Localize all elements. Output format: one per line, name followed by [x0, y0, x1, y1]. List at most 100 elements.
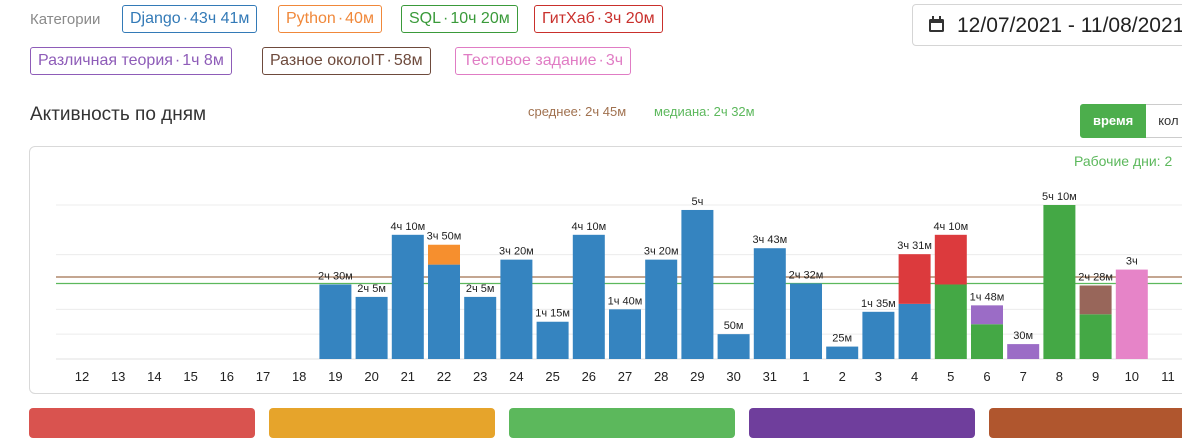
separator-dot: ·: [182, 10, 189, 27]
bar-value-label: 3ч 20м: [499, 246, 534, 258]
bar-value-label: 4ч 10м: [933, 221, 968, 233]
x-tick-label: 8: [1056, 369, 1063, 384]
category-tag[interactable]: SQL · 10ч 20м: [401, 5, 518, 33]
category-tag-name: Python: [286, 10, 336, 27]
bar-segment: [428, 244, 460, 265]
bar-value-label: 25м: [832, 333, 852, 345]
summary-card-red[interactable]: [29, 408, 255, 438]
category-tag-name: SQL: [409, 10, 442, 27]
category-tag-time: 10ч 20м: [450, 10, 510, 27]
separator-dot: ·: [386, 52, 392, 69]
bar-value-label: 5ч 10м: [1042, 191, 1077, 203]
calendar-icon: [929, 16, 944, 32]
activity-chart-container: [29, 146, 1182, 394]
x-tick-label: 25: [545, 369, 559, 384]
category-tag-time: 58м: [393, 52, 423, 69]
bar-value-label: 2ч 5м: [357, 283, 386, 295]
bar-segment: [391, 234, 424, 359]
x-tick-label: 21: [401, 369, 415, 384]
bar-segment: [464, 296, 497, 359]
bar-segment: [862, 311, 895, 359]
bar-segment: [355, 296, 388, 359]
x-tick-label: 31: [763, 369, 777, 384]
x-tick-label: 13: [111, 369, 125, 384]
categories-label: Категории: [30, 11, 101, 28]
bar-segment: [934, 284, 967, 359]
x-tick-label: 10: [1125, 369, 1139, 384]
x-tick-label: 26: [582, 369, 596, 384]
toggle-count-button[interactable]: кол: [1146, 104, 1182, 138]
bar-segment: [681, 209, 714, 359]
bar-segment: [319, 284, 352, 359]
category-tag[interactable]: ГитХаб · 3ч 20м: [534, 5, 663, 33]
x-tick-label: 27: [618, 369, 632, 384]
bar-segment: [934, 234, 967, 285]
bar-segment: [1007, 344, 1040, 359]
summary-card-purple[interactable]: [749, 408, 975, 438]
bar-value-label: 1ч 15м: [535, 308, 570, 320]
category-tag-time: 43ч 41м: [190, 10, 250, 27]
bar-value-label: 3ч: [1126, 256, 1138, 268]
category-tag[interactable]: Тестовое задание · 3ч: [455, 47, 632, 75]
bar-value-label: 4ч 10м: [571, 221, 606, 233]
x-tick-label: 30: [726, 369, 740, 384]
separator-dot: ·: [598, 52, 604, 69]
category-tag[interactable]: Django · 43ч 41м: [122, 5, 258, 33]
bar-value-label: 2ч 30м: [318, 270, 353, 282]
bar-segment: [572, 234, 605, 359]
category-tag[interactable]: Python · 40м: [278, 5, 382, 33]
bar-segment: [1079, 314, 1112, 359]
bar-value-label: 2ч 32м: [789, 269, 824, 281]
summary-card-brown[interactable]: [989, 408, 1182, 438]
bar-segment: [753, 248, 786, 359]
category-tag-name: Тестовое задание: [463, 52, 597, 69]
toggle-time-button[interactable]: время: [1080, 104, 1147, 138]
bar-segment: [645, 259, 678, 359]
x-tick-label: 17: [256, 369, 270, 384]
bar-segment: [1115, 269, 1148, 359]
date-range-picker[interactable]: 12/07/2021 - 11/08/2021: [912, 4, 1182, 46]
x-tick-label: 28: [654, 369, 668, 384]
x-tick-label: 5: [947, 369, 954, 384]
category-tag-name: ГитХаб: [542, 10, 595, 27]
separator-dot: ·: [596, 10, 603, 27]
category-tag-time: 1ч 8м: [182, 52, 224, 69]
category-tag-name: Разное околоIT: [270, 52, 385, 69]
bar-segment: [1043, 205, 1076, 359]
bar-segment: [898, 254, 931, 304]
category-tag-time: 40м: [345, 10, 374, 27]
x-tick-label: 24: [509, 369, 523, 384]
x-tick-label: 1: [802, 369, 809, 384]
category-tag-name: Django: [130, 10, 181, 27]
x-tick-label: 4: [911, 369, 918, 384]
bar-value-label: 5ч: [691, 196, 703, 208]
metric-toggle: время кол: [1080, 104, 1182, 138]
x-tick-label: 16: [220, 369, 234, 384]
x-tick-label: 19: [328, 369, 342, 384]
separator-dot: ·: [174, 52, 181, 69]
summary-card-orange[interactable]: [269, 408, 495, 438]
bar-value-label: 4ч 10м: [390, 221, 425, 233]
workdays-label: Рабочие дни: 2: [1074, 153, 1173, 169]
bar-segment: [609, 309, 641, 359]
x-tick-label: 7: [1020, 369, 1027, 384]
x-tick-label: 18: [292, 369, 306, 384]
x-tick-label: 29: [690, 369, 704, 384]
category-tag[interactable]: Разное околоIT · 58м: [262, 47, 431, 75]
x-tick-label: 20: [364, 369, 378, 384]
bar-value-label: 1ч 40м: [608, 295, 643, 307]
bar-value-label: 3ч 50м: [427, 231, 462, 243]
x-tick-label: 9: [1092, 369, 1099, 384]
category-tag-name: Различная теория: [38, 52, 173, 69]
bar-segment: [790, 283, 822, 359]
bar-value-label: 1ч 35м: [861, 298, 896, 310]
x-tick-label: 3: [875, 369, 882, 384]
bar-value-label: 3ч 20м: [644, 246, 679, 258]
bar-value-label: 3ч 43м: [752, 234, 787, 246]
bar-value-label: 30м: [1013, 330, 1033, 342]
bar-value-label: 1ч 48м: [970, 291, 1005, 303]
bar-segment: [826, 346, 859, 359]
category-tag[interactable]: Различная теория · 1ч 8м: [30, 47, 232, 75]
summary-card-green[interactable]: [509, 408, 735, 438]
